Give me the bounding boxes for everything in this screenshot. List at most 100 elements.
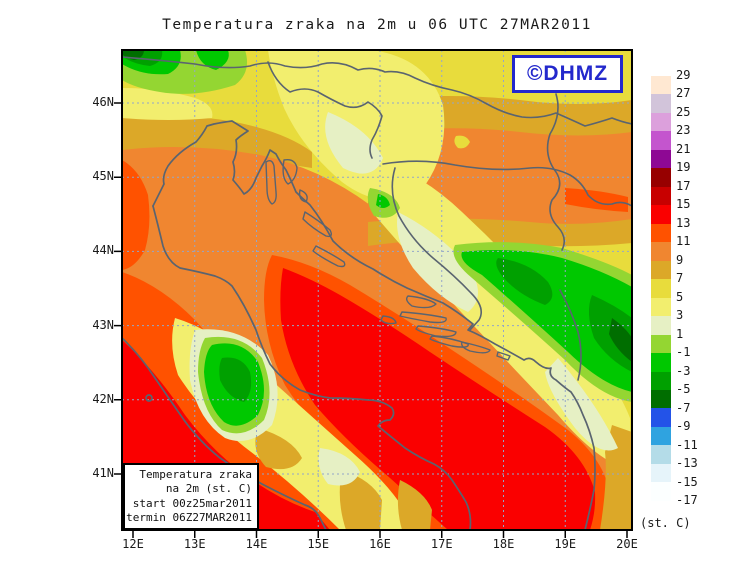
- country-borders: [122, 56, 632, 381]
- colorbar-cell: [651, 186, 671, 206]
- coast-italy-adriatic: [152, 205, 472, 530]
- lat-tick-label: 43N: [92, 317, 114, 332]
- colorbar-cell: [651, 112, 671, 132]
- colorbar-tick-label: -7: [676, 400, 691, 415]
- colorbar-tick-label: 5: [676, 289, 684, 304]
- lat-tick-label: 44N: [92, 243, 114, 258]
- island-cres: [265, 159, 277, 205]
- run-info-box: Temperatura zraka na 2m (st. C) start 00…: [123, 463, 259, 530]
- colorbar-cell: [651, 279, 671, 298]
- island-dugi-otok: [312, 245, 346, 268]
- lon-tick-label: 12E: [122, 537, 144, 551]
- grid-lines: [122, 50, 632, 530]
- colorbar-tick-label: 15: [676, 197, 691, 212]
- border-slovenia-croatia: [267, 61, 383, 159]
- dhmz-logo: ©DHMZ: [512, 55, 623, 93]
- axis-ticks-bottom: [132, 531, 628, 538]
- colorbar-cell: [651, 131, 671, 150]
- run-info-line: termin 06Z27MAR2011: [126, 511, 252, 524]
- colorbar-cell: [651, 223, 671, 243]
- map-frame: [121, 49, 633, 531]
- region-green-bosnia: [461, 250, 632, 392]
- colorbar-tick-label: -9: [676, 419, 691, 434]
- island-brac: [405, 295, 437, 309]
- colorbar-tick-label: -5: [676, 382, 691, 397]
- lon-tick-label: 16E: [369, 537, 391, 551]
- colorbar-tick-label: -17: [676, 493, 698, 508]
- axis-ticks-left: [114, 102, 121, 475]
- colorbar-cell: [651, 371, 671, 390]
- colorbar-tick-label: 7: [676, 271, 684, 286]
- colorbar-cell: [651, 463, 671, 483]
- colorbar-tick-label: 17: [676, 178, 691, 193]
- colorbar-cell: [651, 334, 671, 354]
- colorbar-cell: [651, 316, 671, 335]
- colorbar-tick-label: 19: [676, 160, 691, 175]
- lon-tick-label: 13E: [183, 537, 206, 551]
- colorbar-tick-label: 29: [676, 68, 691, 82]
- coast-italy-tyrrhenian: [122, 337, 327, 530]
- colorbar-tick-label: 21: [676, 141, 691, 156]
- lon-tick-label: 19E: [554, 537, 577, 551]
- border-northern: [122, 56, 632, 127]
- island-pag: [302, 211, 333, 238]
- coastlines: [122, 120, 596, 530]
- colorbar-cell: [651, 445, 671, 464]
- island-korcula: [415, 325, 457, 338]
- colorbar-cell: [651, 389, 671, 409]
- dhmz-logo-text: ©DHMZ: [526, 62, 609, 85]
- colorbar-cell: [651, 353, 671, 372]
- islands: [265, 158, 511, 361]
- lon-tick-label: 18E: [492, 537, 515, 551]
- colorbar-tick-label: -13: [676, 456, 698, 471]
- colorbar-cell: [651, 482, 671, 501]
- colorbar-tick-label: -1: [676, 345, 691, 360]
- colorbar-tick-label: -11: [676, 437, 698, 452]
- lat-tick-label: 46N: [92, 95, 114, 109]
- colorbar-cell: [651, 205, 671, 224]
- border-bosnia-montenegro: [559, 289, 582, 381]
- colorbar-cell: [651, 260, 671, 280]
- island-krk: [282, 158, 298, 185]
- region-red-south-adriatic: [280, 268, 596, 530]
- colorbar: [651, 76, 671, 501]
- colorbar-tick-label: 13: [676, 215, 691, 230]
- colorbar-cell: [651, 149, 671, 169]
- lon-tick-label: 20E: [616, 537, 638, 551]
- temperature-field: [122, 50, 632, 530]
- island-hvar: [399, 311, 447, 324]
- border-croatia-serbia: [546, 93, 566, 251]
- colorbar-tick-label: -15: [676, 474, 698, 489]
- colorbar-cell: [651, 168, 671, 187]
- lon-tick-label: 17E: [430, 537, 453, 551]
- colorbar-tick-label: 1: [676, 326, 684, 341]
- lon-tick-label: 15E: [307, 537, 330, 551]
- run-info-line: na 2m (st. C): [165, 482, 252, 495]
- map-title: Temperatura zraka na 2m u 06 UTC 27MAR20…: [162, 17, 592, 33]
- coast-north-adriatic-croatia: [152, 120, 596, 530]
- lat-tick-label: 45N: [92, 169, 114, 184]
- colorbar-cell: [651, 408, 671, 427]
- lat-tick-label: 42N: [92, 391, 114, 406]
- lake-outline: [145, 394, 153, 402]
- border-sava: [382, 160, 632, 207]
- colorbar-unit-label: (st. C): [640, 516, 691, 530]
- run-info-line: start 00z25mar2011: [132, 496, 252, 510]
- colorbar-tick-label: 25: [676, 104, 691, 119]
- colorbar-cell: [651, 297, 671, 317]
- colorbar-tick-label: 23: [676, 123, 691, 138]
- colorbar-tick-label: -3: [676, 363, 691, 378]
- islands-elafiti: [496, 351, 511, 361]
- island-mljet: [460, 341, 491, 354]
- colorbar-cell: [651, 76, 671, 95]
- run-info-line: Temperatura zraka: [139, 467, 252, 481]
- colorbar-tick-label: 9: [676, 252, 684, 267]
- island-vis: [380, 315, 397, 325]
- island-rab: [298, 189, 308, 203]
- colorbar-cell: [651, 242, 671, 261]
- lat-tick-label: 41N: [92, 466, 114, 480]
- lon-tick-label: 14E: [245, 537, 268, 551]
- colorbar-tick-label: 11: [676, 234, 691, 249]
